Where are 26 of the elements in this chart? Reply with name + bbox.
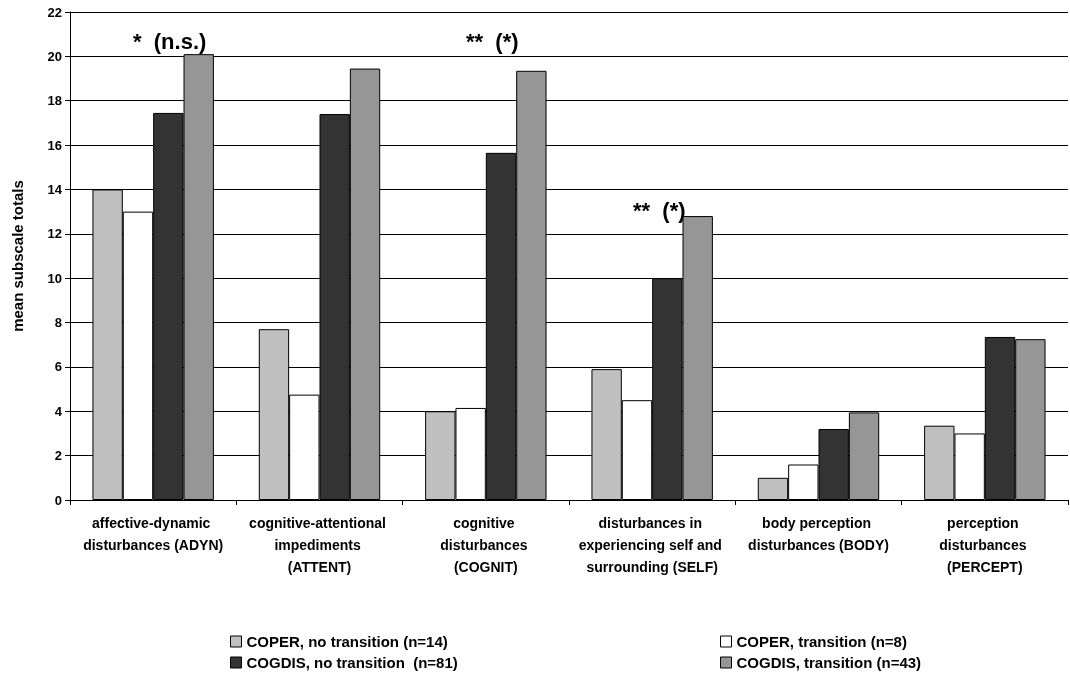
x-tick-label: cognitive disturbances (COGNIT) [440, 515, 532, 575]
y-tick-label: 4 [54, 403, 63, 419]
y-tick-label: 6 [54, 359, 62, 375]
y-tick-label: 12 [47, 226, 62, 242]
legend-label: COGDIS, transition (n=43) [736, 654, 922, 671]
y-tick-label: 20 [47, 48, 62, 64]
y-axis-title: mean subscale totals [9, 180, 26, 332]
x-tick-label: cognitive-attentional impediments (ATTENT) [249, 515, 390, 575]
y-tick-label: 18 [47, 93, 62, 109]
legend-label: COGDIS, no transition (n=81) [246, 654, 458, 671]
x-tick-label: perception disturbances (PERCEPT) [939, 515, 1031, 575]
x-tick-label: disturbances in experiencing self and surrounding (SELF) [578, 515, 726, 575]
y-tick-label: 16 [47, 137, 62, 153]
annotation: ** (*) [466, 28, 519, 54]
y-tick-label: 2 [54, 448, 62, 464]
annotation: * (n.s.) [133, 28, 207, 54]
y-tick-label: 22 [47, 4, 62, 20]
y-tick-label: 10 [47, 270, 62, 286]
y-tick-label: 0 [54, 492, 62, 508]
x-tick-label: affective-dynamic disturbances (ADYN) [83, 515, 224, 553]
y-tick-label: 8 [54, 315, 62, 331]
annotation: ** (*) [633, 197, 686, 223]
legend-label: COPER, no transition (n=14) [246, 633, 448, 650]
x-tick-label: body perception disturbances (BODY) [748, 515, 889, 553]
y-tick-label: 14 [47, 181, 63, 197]
legend-label: COPER, transition (n=8) [736, 633, 907, 650]
